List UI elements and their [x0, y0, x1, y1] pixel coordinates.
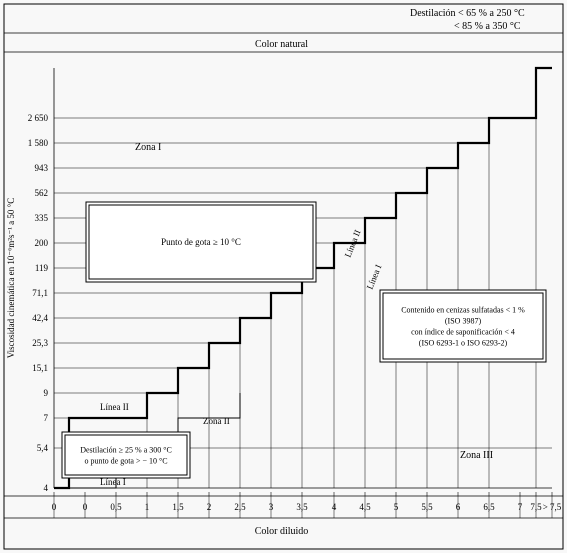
x-tick-8: 3,5 — [296, 502, 308, 512]
x-tick-7: 3 — [269, 502, 274, 512]
y-tick-13: 1 580 — [28, 138, 49, 148]
zone-label-2: Zona III — [460, 450, 493, 461]
x-axis-label: Color diluido — [255, 526, 309, 537]
x-tick-4: 1,5 — [172, 502, 184, 512]
y-tick-3: 9 — [44, 388, 49, 398]
y-tick-2: 7 — [44, 413, 49, 423]
x-tick-17: > 7,5 — [543, 502, 562, 512]
annotation-text-box3-2: con índice de saponificación < 4 — [411, 328, 515, 337]
annotation-box-box2-inner — [65, 435, 187, 475]
x-tick-5: 2 — [207, 502, 212, 512]
x-tick-13: 6 — [456, 502, 461, 512]
y-axis-label: Viscosidad cinemática en 10⁻⁶m²s⁻¹ a 50 … — [6, 198, 16, 359]
header-dest2: < 85 % a 350 °C — [454, 21, 521, 32]
x-tick-0: 0 — [52, 502, 57, 512]
x-tick-9: 4 — [332, 502, 337, 512]
y-tick-10: 335 — [35, 213, 49, 223]
header-colornat: Color natural — [255, 39, 308, 50]
x-tick-1: 0 — [83, 502, 88, 512]
annotation-text-box3-0: Contenido en cenizas sulfatadas < 1 % — [401, 306, 525, 315]
y-tick-6: 42,4 — [32, 313, 48, 323]
annotation-text-box1-0: Punto de gota ≥ 10 °C — [161, 237, 241, 247]
x-tick-16: 7,5 — [530, 502, 542, 512]
header-dest1: Destilación < 65 % a 250 °C — [410, 8, 525, 19]
y-tick-5: 25,3 — [32, 338, 48, 348]
y-tick-4: 15,1 — [32, 363, 48, 373]
y-tick-1: 5,4 — [37, 443, 49, 453]
annotation-text-box2-1: o punto de gota > − 10 °C — [84, 457, 167, 466]
y-tick-0: 4 — [44, 483, 49, 493]
x-tick-10: 4,5 — [359, 502, 371, 512]
x-tick-11: 5 — [394, 502, 399, 512]
y-tick-7: 71,1 — [32, 288, 48, 298]
x-tick-12: 5,5 — [421, 502, 433, 512]
annotation-text-box3-1: (ISO 3987) — [445, 317, 482, 326]
x-tick-14: 6,5 — [483, 502, 495, 512]
line-label-0: Línea II — [100, 402, 129, 412]
x-tick-3: 1 — [145, 502, 150, 512]
annotation-text-box3-3: (ISO 6293-1 o ISO 6293-2) — [419, 339, 508, 348]
y-tick-9: 200 — [35, 238, 49, 248]
y-tick-8: 119 — [35, 263, 49, 273]
x-tick-15: 7 — [518, 502, 523, 512]
x-tick-2: 0,5 — [110, 502, 122, 512]
annotation-text-box2-0: Destilación ≥ 25 % a 300 °C — [80, 446, 172, 455]
x-tick-6: 2,5 — [234, 502, 246, 512]
annotation-box-box3-inner — [383, 293, 543, 359]
y-tick-14: 2 650 — [28, 113, 49, 123]
y-tick-11: 562 — [35, 188, 49, 198]
y-tick-12: 943 — [35, 163, 49, 173]
zone-label-1: Zona II — [203, 416, 230, 426]
zone-label-0: Zona I — [135, 142, 161, 153]
